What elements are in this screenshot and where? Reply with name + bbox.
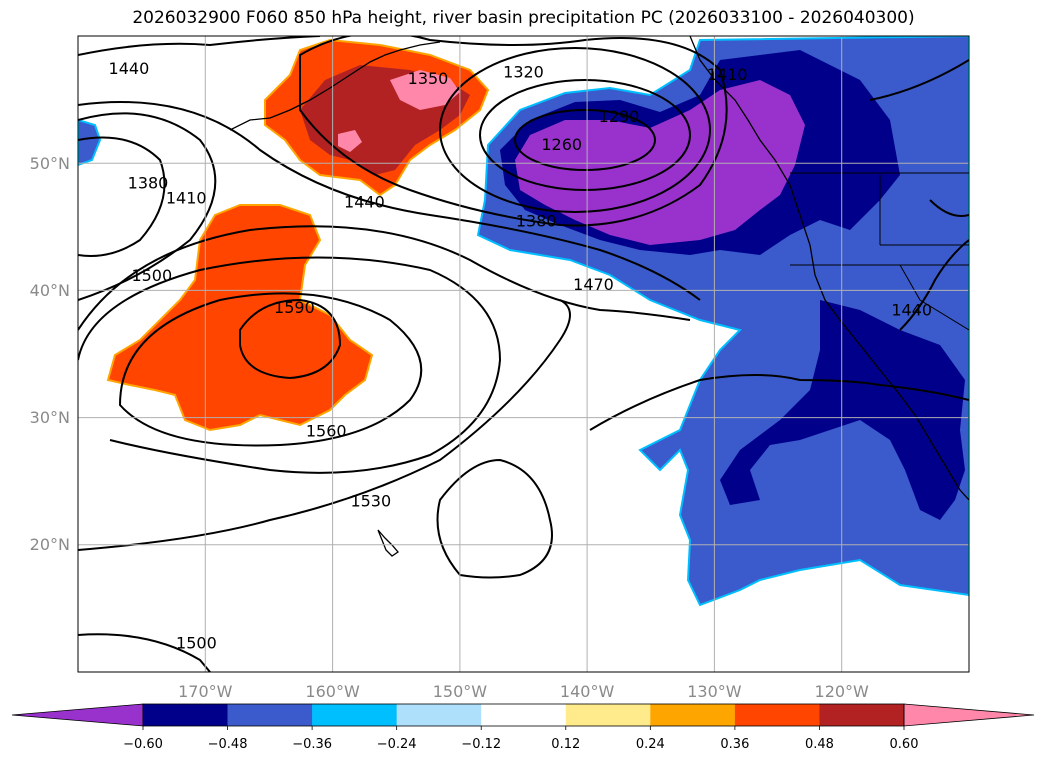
gridlines: [78, 36, 969, 672]
colorbar-frame: [142, 703, 905, 727]
colorbar-label: −0.60: [123, 737, 163, 752]
lon-tick-label: 160°W: [305, 682, 360, 701]
contour-label: 1440: [344, 192, 385, 211]
colorbar-label: −0.12: [461, 737, 501, 752]
field-orange-region-south: [106, 204, 374, 432]
borders: [790, 172, 969, 331]
colorbar-label: 0.24: [636, 737, 665, 752]
contour-label: 1470: [573, 275, 614, 294]
contour-label: 1590: [274, 298, 315, 317]
contour-label: 1500: [176, 634, 217, 653]
colorbar-label: 0.48: [805, 737, 834, 752]
field-darkblue-region-south: [720, 300, 965, 520]
colorbar-label: 0.12: [551, 737, 580, 752]
colorbar-segment: [481, 704, 567, 726]
colorbar-segment: [734, 704, 820, 726]
colorbar-label: 0.36: [720, 737, 749, 752]
lat-tick-label: 40°N: [30, 281, 70, 300]
contour-label: 1320: [503, 63, 544, 82]
colorbar-extend-max: [903, 703, 1035, 727]
latitude-axis: 50°N 40°N 30°N 20°N: [30, 154, 70, 554]
contour-label: 1560: [306, 421, 347, 440]
colorbar-segment: [565, 704, 651, 726]
lat-tick-label: 20°N: [30, 535, 70, 554]
contour-label: 1260: [541, 135, 582, 154]
contour-label: 1380: [128, 173, 169, 192]
map-frame: [77, 35, 970, 673]
field-blue-region-west: [78, 118, 102, 167]
lat-tick-label: 50°N: [30, 154, 70, 173]
height-contours: [78, 36, 969, 672]
map-title: 2026032900 F060 850 hPa height, river ba…: [132, 8, 915, 28]
longitude-axis: 170°W 160°W 150°W 140°W 130°W 120°W: [178, 682, 869, 701]
lon-tick-label: 140°W: [560, 682, 615, 701]
colorbar: −0.60 −0.48 −0.36 −0.24 −0.12 0.12 0.24 0.36 0.4…: [11, 703, 1035, 752]
field-pink-region-small: [338, 130, 362, 152]
contour-label: 1290: [599, 107, 640, 126]
colorbar-segment: [143, 704, 228, 726]
contour-label: 1380: [516, 211, 557, 230]
contour-label: 1500: [131, 266, 172, 285]
colorbar-segment: [312, 704, 397, 726]
contour-label: 1440: [109, 59, 150, 78]
colorbar-extend-min: [11, 703, 144, 727]
colorbar-label: 0.60: [890, 737, 919, 752]
coastlines: [229, 36, 969, 557]
colorbar-label: −0.24: [377, 737, 417, 752]
colorbar-segment: [650, 704, 736, 726]
field-pink-region: [390, 70, 460, 110]
colorbar-label: −0.48: [208, 737, 248, 752]
colorbar-segment: [819, 704, 905, 726]
contour-label: 1410: [166, 189, 207, 208]
contour-label: 1350: [408, 69, 449, 88]
lon-tick-label: 150°W: [433, 682, 488, 701]
colorbar-segment: [227, 704, 313, 726]
contour-label: 1530: [350, 491, 391, 510]
lon-tick-label: 130°W: [687, 682, 742, 701]
lon-tick-label: 170°W: [178, 682, 233, 701]
colorbar-label: −0.36: [292, 737, 332, 752]
colorbar-segment: [396, 704, 482, 726]
contour-label: 1440: [891, 301, 932, 320]
lon-tick-label: 120°W: [815, 682, 870, 701]
lat-tick-label: 30°N: [30, 408, 70, 427]
contour-label: 1410: [707, 65, 748, 84]
